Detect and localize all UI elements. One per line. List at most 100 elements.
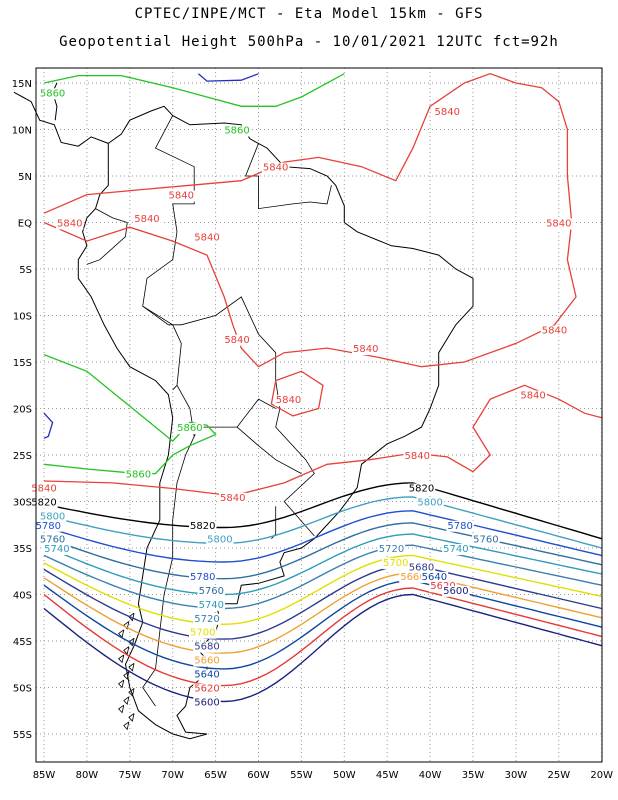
lon-tick-label: 50W (333, 770, 356, 781)
lon-tick-label: 85W (33, 770, 56, 781)
lon-tick-label: 70W (161, 770, 184, 781)
contour-label-bg (197, 599, 226, 611)
contour-label: 5640 (422, 572, 447, 583)
contour-label-bg (133, 213, 161, 225)
latitude-tick-labels: 15N 10N 5N EQ 5S 10S 15S 20S 25S 30S 35S 40S 45S 50S 5… (12, 79, 32, 741)
contour-label: 5800 (40, 511, 65, 522)
contour-label-bg (193, 655, 221, 667)
lat-tick-label: 10S (13, 312, 32, 323)
contour-label-bg (189, 571, 217, 583)
lon-tick-label: 80W (76, 770, 99, 781)
contour-label: 5840 (57, 219, 82, 230)
island (128, 713, 135, 722)
lat-tick-label: 5N (18, 172, 32, 183)
lat-tick-label: EQ (18, 219, 32, 230)
central-america-coastline (13, 91, 109, 147)
title-model: CPTEC/INPE/MCT - Eta Model 15km - GFS (134, 6, 484, 22)
geopotential-contours (43, 73, 602, 703)
contour-5740 (43, 533, 602, 596)
country-border (86, 208, 128, 265)
contour-label: 5840 (435, 107, 460, 118)
contour-label: 5720 (194, 614, 219, 625)
contour-label: 5780 (447, 521, 472, 532)
title-field: Geopotential Height 500hPa - 10/01/2021 … (59, 34, 559, 50)
contour-label-bg (399, 571, 427, 583)
contour-label-bg (193, 232, 221, 244)
contour-label: 5860 (40, 88, 65, 99)
contour-label-bg (446, 520, 474, 532)
lon-tick-label: 45W (376, 770, 399, 781)
contour-label: 5680 (194, 642, 219, 653)
map-frame (35, 67, 603, 763)
contour-label: 5660 (400, 572, 425, 583)
lat-tick-label: 20S (13, 405, 32, 416)
contour-label: 5840 (194, 232, 219, 243)
country-border (236, 426, 302, 474)
contour-label: 5800 (417, 498, 442, 509)
contour-label: 5840 (276, 395, 301, 406)
lon-tick-label: 20W (590, 770, 613, 781)
contour-5840 (43, 384, 602, 497)
contour-label-bg (261, 162, 290, 174)
lat-tick-label: 50S (13, 684, 32, 695)
contour-label: 5740 (199, 600, 224, 611)
island (117, 654, 125, 664)
contour-label-bg (34, 520, 63, 532)
contour-label-bg (433, 106, 461, 118)
contour-label-bg (219, 492, 247, 504)
contour-label: 5600 (443, 586, 468, 597)
contour-label: 5840 (546, 219, 571, 230)
contour-label: 5760 (473, 535, 498, 546)
island (128, 662, 135, 672)
contour-label-bg (416, 497, 444, 509)
lat-tick-label: 30S (13, 498, 32, 509)
contour-label: 5840 (134, 214, 159, 225)
contour-label-bg (223, 334, 251, 346)
contour-5780 (43, 510, 602, 563)
contour-label-bg (193, 641, 221, 653)
contour-label-bg (189, 627, 217, 639)
country-border (176, 385, 276, 438)
lon-tick-label: 35W (462, 770, 485, 781)
lat-tick-label: 35S (13, 544, 32, 555)
contour-label: 5740 (44, 544, 69, 555)
contour-label-bg (545, 218, 573, 230)
contour-label-bg (442, 544, 470, 555)
island (117, 629, 125, 639)
contour-label-bg (30, 483, 58, 495)
contour-5800 (43, 496, 602, 549)
contour-label: 5840 (220, 493, 245, 504)
contour-label: 5800 (207, 535, 232, 546)
coastline-borders (13, 82, 474, 740)
island (123, 646, 130, 655)
contour-label-bg (540, 325, 569, 337)
contour-label: 5820 (409, 484, 434, 495)
contour-label: 5840 (224, 335, 249, 346)
contour-5700 (43, 554, 602, 626)
contour-label: 5620 (194, 684, 219, 695)
contour-label: 5840 (31, 484, 56, 495)
island (123, 721, 130, 731)
island (128, 637, 135, 647)
contour-label: 5840 (405, 451, 430, 462)
contour-label: 5760 (40, 535, 65, 546)
contour-label: 5860 (177, 423, 202, 434)
contour-5820 (43, 482, 602, 540)
contour-label: 5720 (379, 544, 404, 555)
contour-label-bg (193, 697, 221, 709)
contour-label-bg (403, 451, 431, 462)
contour-label-bg (193, 683, 221, 695)
contour-label-bg (38, 511, 67, 523)
contour-label-bg (420, 571, 449, 583)
contour-label: 5860 (126, 470, 151, 481)
contour-label-bg (197, 585, 226, 597)
contour-label-bg (407, 562, 436, 574)
contour-label-bg (30, 497, 58, 509)
contour-5840-north (43, 73, 577, 368)
contour-label: 5820 (190, 521, 215, 532)
contour-label-bg (519, 390, 547, 402)
contour-5600 (43, 593, 602, 703)
contour-label: 5780 (36, 521, 61, 532)
contour-label: 5840 (353, 344, 378, 355)
contour-label-bg (193, 613, 221, 625)
